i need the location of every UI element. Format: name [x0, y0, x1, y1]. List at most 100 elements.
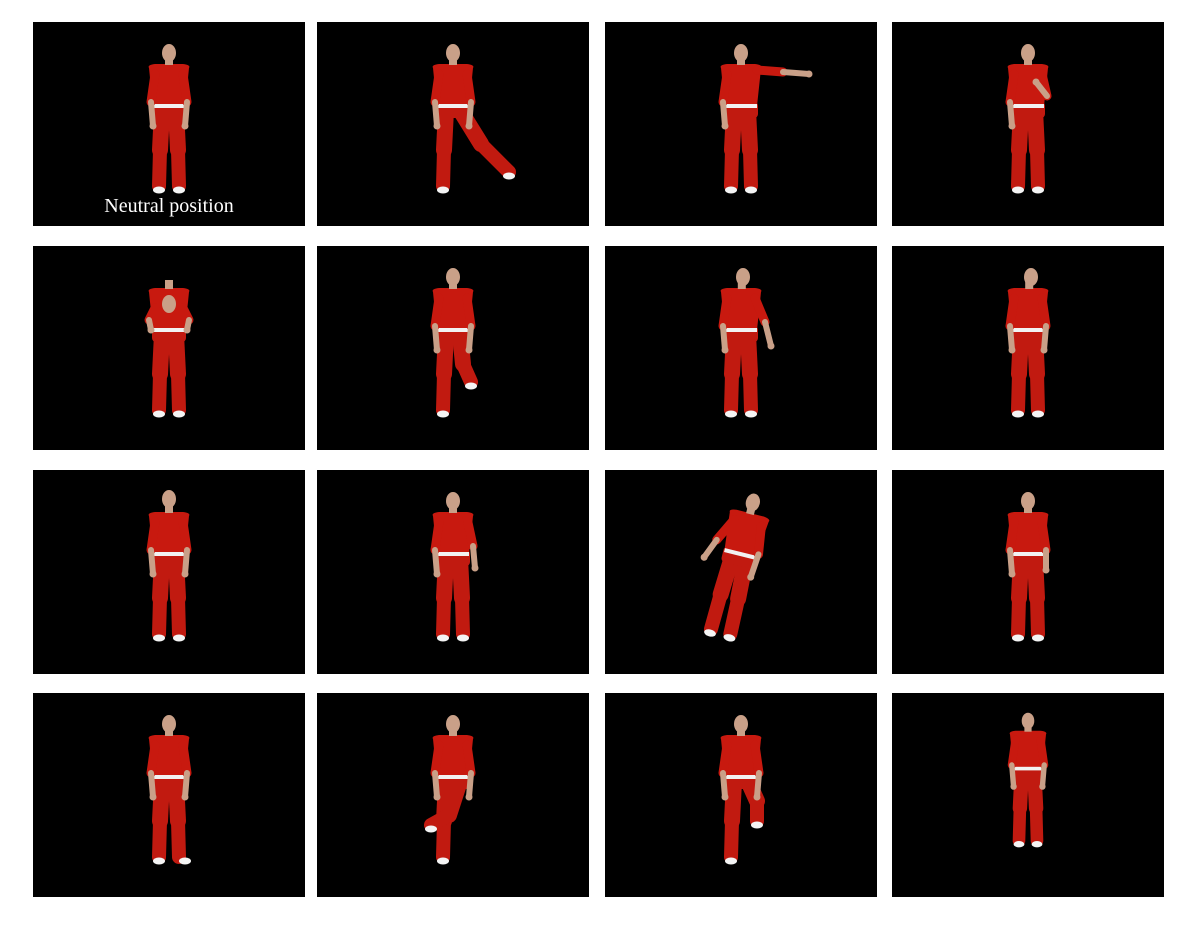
left-hand: [433, 570, 441, 578]
human-figure: [146, 715, 192, 865]
right-forearm: [1041, 323, 1049, 353]
right-hand: [465, 793, 473, 801]
pose-image: [718, 44, 813, 194]
left-hand: [147, 326, 155, 334]
human-figure: [700, 493, 770, 642]
human-figure: [430, 44, 516, 194]
human-figure: [430, 492, 479, 642]
pose-panel-bending-forward: [33, 246, 305, 450]
belt: [725, 328, 757, 332]
right-hand: [747, 573, 755, 581]
pose-image: [424, 715, 476, 865]
left-shoe: [725, 410, 737, 418]
left-shoe: [704, 629, 716, 637]
left-shin: [436, 591, 451, 641]
left-shin: [436, 143, 451, 193]
human-figure: [718, 268, 775, 418]
right-shoe: [745, 186, 757, 194]
head: [1021, 492, 1035, 510]
right-forearm: [747, 551, 762, 581]
right-shoe: [1031, 841, 1043, 848]
left-shoe: [1012, 410, 1024, 418]
human-figure: [1005, 44, 1052, 194]
pose-panel-head-tilted-back: [33, 470, 305, 674]
pose-image: [430, 492, 479, 642]
right-hand: [767, 342, 775, 350]
right-shin: [1030, 367, 1045, 417]
left-hand: [1008, 346, 1016, 354]
left-shin: [1011, 367, 1026, 417]
belt: [1013, 766, 1043, 771]
left-forearm: [432, 99, 440, 129]
left-hand: [721, 793, 729, 801]
pose-image: [1005, 492, 1051, 642]
right-shin: [171, 814, 186, 864]
pose-image: [718, 715, 765, 865]
left-forearm: [432, 770, 440, 800]
left-shoe: [153, 410, 165, 418]
left-hand: [433, 346, 441, 354]
right-shin: [456, 357, 478, 389]
human-figure: [718, 715, 765, 865]
right-upper-arm: [178, 517, 192, 555]
left-hand: [721, 122, 729, 130]
belt: [1012, 552, 1044, 556]
pose-panel-knee-raised-front: [605, 693, 877, 897]
right-shin: [424, 808, 456, 832]
left-forearm: [1007, 323, 1015, 353]
left-hand: [433, 793, 441, 801]
left-upper-arm: [712, 514, 739, 545]
left-shoe: [1013, 841, 1025, 848]
right-upper-arm: [1037, 293, 1051, 331]
human-figure: [1005, 492, 1051, 642]
left-shin: [1011, 591, 1026, 641]
neutral-position-caption: Neutral position: [104, 195, 234, 217]
right-upper-arm: [462, 740, 476, 778]
pose-panel-knee-raised-behind: [317, 246, 589, 450]
right-shin: [171, 143, 186, 193]
right-shin: [455, 591, 470, 641]
pose-panel-shoulder-raised: [317, 470, 589, 674]
head: [446, 492, 460, 510]
left-forearm: [148, 770, 156, 800]
left-upper-arm: [718, 293, 732, 331]
right-shoe: [457, 634, 469, 642]
right-shoe: [425, 825, 437, 833]
human-figure: [430, 268, 478, 418]
left-hand: [721, 346, 729, 354]
belt: [437, 328, 469, 332]
left-shin: [152, 591, 167, 641]
left-shin: [724, 814, 739, 864]
pose-image: [430, 44, 516, 194]
head: [162, 715, 176, 733]
right-forearm: [182, 547, 190, 577]
right-hand: [1032, 78, 1040, 86]
left-shoe: [153, 857, 165, 865]
left-forearm: [148, 99, 156, 129]
left-upper-arm: [430, 69, 444, 107]
right-hand: [183, 326, 191, 334]
right-shoe: [173, 634, 185, 642]
left-hand: [149, 793, 157, 801]
left-upper-arm: [718, 740, 732, 778]
pose-panel-leg-raised-sideways: [317, 22, 589, 226]
pose-panel-fist-clenched: [892, 470, 1164, 674]
left-forearm: [432, 323, 440, 353]
right-forearm: [1039, 762, 1047, 790]
left-shoe: [725, 857, 737, 865]
head: [1024, 268, 1038, 286]
left-shoe: [153, 186, 165, 194]
human-figure: [146, 490, 192, 642]
pose-image: [146, 490, 192, 642]
pose-image: [146, 715, 192, 865]
left-forearm: [148, 547, 156, 577]
right-upper-arm: [752, 65, 788, 77]
left-upper-arm: [146, 517, 160, 555]
right-forearm: [762, 319, 774, 349]
right-forearm: [466, 770, 474, 800]
left-upper-arm: [1005, 293, 1019, 331]
left-shoe: [725, 186, 737, 194]
belt: [1012, 104, 1044, 108]
left-hand: [1008, 122, 1016, 130]
left-hand: [700, 553, 708, 561]
